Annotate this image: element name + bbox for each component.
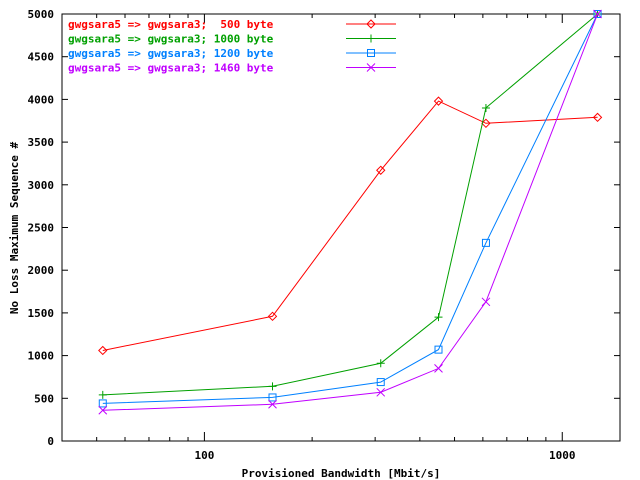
y-tick-label: 1000 [28, 350, 55, 363]
data-point [433, 96, 444, 106]
data-point [434, 364, 443, 373]
y-tick-label: 0 [47, 435, 54, 448]
data-point [376, 387, 386, 397]
series-line [102, 13, 598, 396]
legend-marker [367, 49, 375, 57]
series-line [102, 13, 599, 404]
y-tick-label: 5000 [28, 8, 55, 21]
data-point [434, 345, 443, 354]
data-point [376, 359, 385, 368]
legend-label: gwgsara5 => gwgsara3; 500 byte [68, 18, 274, 31]
legend-label: gwgsara5 => gwgsara3; 1000 byte [68, 33, 274, 46]
data-point [98, 399, 107, 408]
y-tick-label: 4500 [28, 51, 55, 64]
series-3 [98, 10, 602, 408]
data-point [481, 297, 491, 307]
data-point [268, 399, 277, 409]
data-point [434, 313, 443, 322]
y-tick-label: 4000 [28, 93, 55, 106]
data-point [481, 118, 491, 129]
series-4 [98, 9, 602, 415]
legend-marker [366, 19, 376, 29]
data-point [267, 311, 278, 322]
x-tick-label: 1000 [549, 449, 576, 462]
legend-label: gwgsara5 => gwgsara3; 1200 byte [68, 47, 274, 60]
data-point [593, 9, 602, 19]
data-point [481, 238, 490, 247]
axis-ticks: 0 500 1000 1500 2000 2500 3000 3500 4000 4500 5000… [28, 8, 620, 462]
data-point [98, 405, 108, 415]
y-tick-label: 500 [34, 392, 54, 405]
data-point [376, 165, 386, 175]
plot-frame [61, 13, 621, 442]
series-line [102, 13, 599, 411]
legend-marker [366, 63, 376, 72]
data-point [98, 390, 107, 399]
legend-label: gwgsara5 => gwgsara3; 1460 byte [68, 62, 274, 75]
series-group [98, 9, 603, 415]
legend: gwgsara5 => gwgsara3; 500 byte gwgsara5 =… [68, 18, 396, 75]
x-axis-label: Provisioned Bandwidth [Mbit/s] [242, 467, 441, 480]
data-point [268, 393, 277, 402]
data-point [593, 10, 602, 18]
y-tick-label: 2000 [28, 264, 55, 277]
data-point [481, 103, 490, 112]
data-point [376, 378, 385, 387]
y-tick-label: 2500 [28, 222, 55, 235]
data-point [268, 382, 277, 391]
y-tick-label: 3500 [28, 136, 55, 149]
data-point [98, 345, 108, 356]
y-tick-label: 3000 [28, 179, 55, 192]
legend-marker [367, 34, 375, 43]
y-tick-label: 1500 [28, 307, 55, 320]
series-1 [98, 96, 603, 356]
y-axis-label: No Loss Maximum Sequence # [8, 142, 21, 315]
x-tick-label: 100 [194, 449, 214, 462]
series-line [102, 100, 598, 351]
data-point [592, 112, 603, 123]
